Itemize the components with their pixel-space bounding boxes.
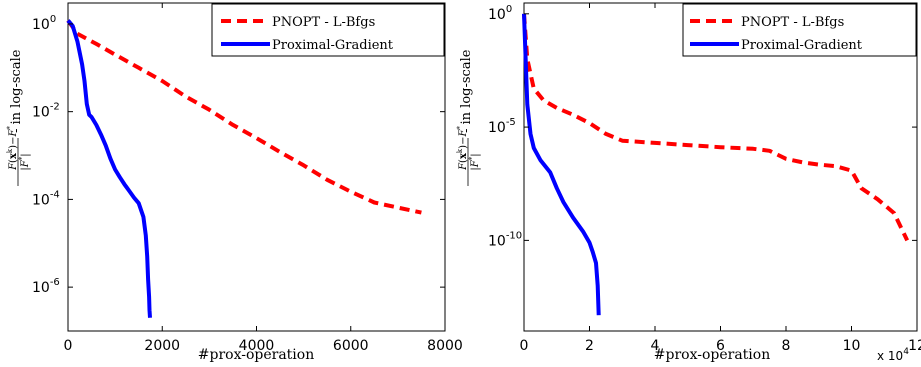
y-tick-label: 10-2 [32,102,60,121]
series-line-proximal-gradient [66,19,152,318]
plot-area-left [67,2,446,332]
x-tick-label: 4000 [239,338,275,354]
x-axis-label-right: #prox-operation [654,347,770,363]
series-line-pnopt [522,13,910,242]
x-multiplier-right: x 104 [877,347,909,363]
x-tick-label: 8 [782,338,791,354]
x-tick-label: 10 [843,338,861,354]
svg-text:- in log-scale: - in log-scale [9,49,24,133]
y-tick-label: 10-5 [488,117,516,136]
legend-label-pnopt-left: PNOPT - L-Bfgs [272,15,375,30]
legend-right: PNOPT - L-Bfgs Proximal-Gradient [682,3,917,57]
chart-right: 0 2 4 6 8 10 12 100 10-5 10-10 #prox-operation x… [456,2,921,363]
y-axis-label-left: F(xk)−F* |F*| - in log-scale [6,49,31,186]
plot-area-right [523,2,918,332]
x-tick-label: 0 [64,338,73,354]
y-tick-label: 10-4 [32,189,60,208]
y-tick-label: 100 [488,4,512,23]
legend-label-pnopt-right: PNOPT - L-Bfgs [741,15,844,30]
y-tick-label: 10-10 [488,230,522,249]
x-tick-label: 6000 [333,338,369,354]
series-lines-right [522,13,910,316]
svg-text:|F*|: |F*| [18,153,31,170]
series-lines-left [66,19,422,318]
x-tick-label: 6 [716,338,725,354]
legend-box-right [682,3,917,57]
svg-text:F(xk)−F*: F(xk)−F* [456,126,469,171]
x-tick-label: 2 [585,338,594,354]
x-ticks-right: 0 2 4 6 8 10 12 [520,3,921,354]
x-axis-label-left: #prox-operation [198,347,314,363]
y-ticks-left: 100 10-2 10-4 10-6 [32,14,445,296]
legend-left: PNOPT - L-Bfgs Proximal-Gradient [211,3,445,57]
legend-box-left [211,3,445,57]
x-tick-label: 8000 [427,338,463,354]
y-tick-label: 10-6 [32,277,60,296]
x-ticks-left: 0 2000 4000 6000 8000 [64,3,463,354]
svg-text:F(xk)−F*: F(xk)−F* [6,126,19,171]
x-tick-label: 12 [908,338,921,354]
x-tick-label: 2000 [144,338,180,354]
svg-text:- in log-scale: - in log-scale [459,49,474,133]
chart-left: 0 2000 4000 6000 8000 100 10-2 10-4 10-6 #prox-… [6,2,463,363]
svg-text:|F*|: |F*| [468,153,481,170]
y-tick-label: 100 [32,14,56,33]
legend-label-prox-left: Proximal-Gradient [272,38,394,53]
legend-label-prox-right: Proximal-Gradient [741,38,863,53]
y-axis-label-right: F(xk)−F* |F*| - in log-scale [456,49,481,186]
y-ticks-right: 100 10-5 10-10 [488,4,917,249]
x-tick-label: 0 [520,338,529,354]
series-line-pnopt [66,19,422,215]
series-line-proximal-gradient [522,13,601,316]
x-tick-label: 4 [651,338,660,354]
